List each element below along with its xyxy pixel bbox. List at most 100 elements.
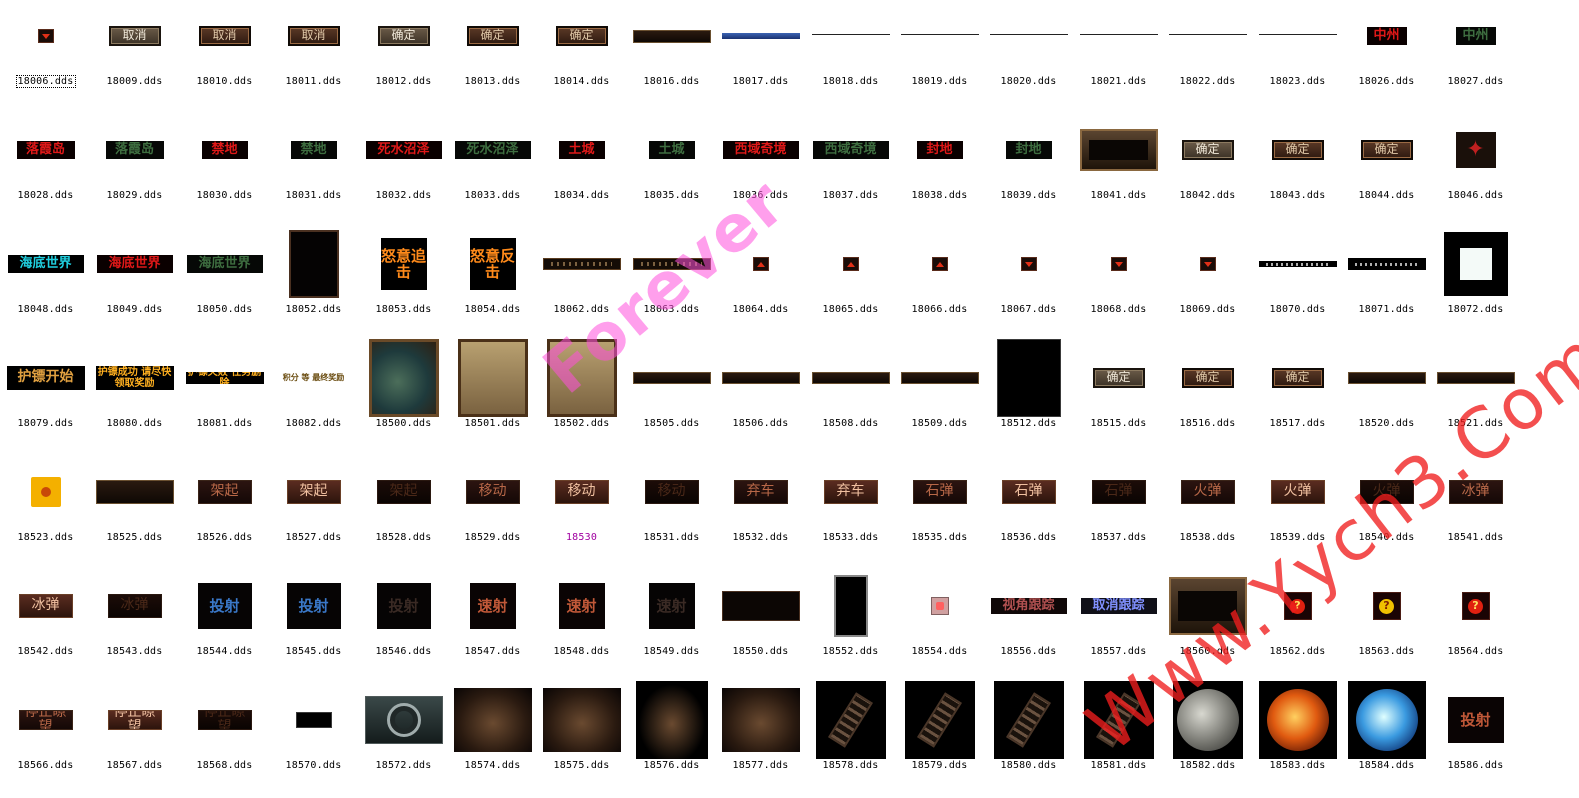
- file-item[interactable]: 18581.dds: [1074, 681, 1163, 798]
- file-item[interactable]: 确定 18013.dds: [448, 0, 537, 114]
- file-item[interactable]: 中州 18027.dds: [1431, 0, 1520, 114]
- file-item[interactable]: 18063.dds: [627, 228, 716, 342]
- file-item[interactable]: 18066.dds: [895, 228, 984, 342]
- file-item[interactable]: 18575.dds: [537, 684, 626, 798]
- file-item[interactable]: 18552.dds: [806, 570, 895, 684]
- file-item[interactable]: 速射 18549.dds: [627, 570, 716, 684]
- file-item[interactable]: 18067.dds: [984, 228, 1073, 342]
- file-item[interactable]: 确定 18042.dds: [1163, 114, 1252, 228]
- file-item[interactable]: 护镖成功 请尽快领取奖励 18080.dds: [90, 342, 179, 456]
- file-item[interactable]: 18022.dds: [1163, 0, 1252, 114]
- file-item[interactable]: 落霞岛 18029.dds: [90, 114, 179, 228]
- file-item[interactable]: 18584.dds: [1342, 681, 1431, 798]
- file-item[interactable]: 停止瞭望 18568.dds: [180, 684, 269, 798]
- file-item[interactable]: 停止瞭望 18567.dds: [90, 684, 179, 798]
- file-item[interactable]: 取消 18009.dds: [90, 0, 179, 114]
- file-item[interactable]: 18006.dds: [1, 0, 90, 114]
- file-item[interactable]: 18521.dds: [1431, 342, 1520, 456]
- file-item[interactable]: 海底世界 18048.dds: [1, 228, 90, 342]
- file-item[interactable]: 移动 18531.dds: [627, 456, 716, 570]
- file-item[interactable]: 18068.dds: [1074, 228, 1163, 342]
- file-item[interactable]: 18562.dds: [1253, 570, 1342, 684]
- file-item[interactable]: 18572.dds: [359, 684, 448, 798]
- file-item[interactable]: 火弹 18539.dds: [1253, 456, 1342, 570]
- file-item[interactable]: 冰弹 18543.dds: [90, 570, 179, 684]
- file-item[interactable]: 海底世界 18049.dds: [90, 228, 179, 342]
- file-item[interactable]: 18574.dds: [448, 684, 537, 798]
- file-item[interactable]: 西域奇境 18037.dds: [806, 114, 895, 228]
- file-item[interactable]: 18021.dds: [1074, 0, 1163, 114]
- file-item[interactable]: 18576.dds: [627, 681, 716, 798]
- file-item[interactable]: 投射 18586.dds: [1431, 684, 1520, 798]
- file-item[interactable]: 速射 18548.dds: [537, 570, 626, 684]
- file-item[interactable]: 架起 18526.dds: [180, 456, 269, 570]
- file-item[interactable]: 落霞岛 18028.dds: [1, 114, 90, 228]
- file-item[interactable]: 18509.dds: [895, 342, 984, 456]
- file-item[interactable]: 18065.dds: [806, 228, 895, 342]
- file-item[interactable]: 18069.dds: [1163, 228, 1252, 342]
- file-item[interactable]: 确定 18043.dds: [1253, 114, 1342, 228]
- file-item[interactable]: 18570.dds: [269, 684, 358, 798]
- file-item[interactable]: 18520.dds: [1342, 342, 1431, 456]
- file-item[interactable]: 架起 18528.dds: [359, 456, 448, 570]
- file-item[interactable]: 取消 18011.dds: [269, 0, 358, 114]
- file-item[interactable]: 海底世界 18050.dds: [180, 228, 269, 342]
- file-item[interactable]: 冰弹 18542.dds: [1, 570, 90, 684]
- file-item[interactable]: 火弹 18540.dds: [1342, 456, 1431, 570]
- file-item[interactable]: 禁地 18030.dds: [180, 114, 269, 228]
- file-item[interactable]: 确定 18516.dds: [1163, 342, 1252, 456]
- file-item[interactable]: 冰弹 18541.dds: [1431, 456, 1520, 570]
- file-item[interactable]: 确定 18014.dds: [537, 0, 626, 114]
- file-item[interactable]: 停止瞭望 18566.dds: [1, 684, 90, 798]
- file-item[interactable]: 18016.dds: [627, 0, 716, 114]
- file-item[interactable]: 18023.dds: [1253, 0, 1342, 114]
- file-item[interactable]: 土城 18034.dds: [537, 114, 626, 228]
- file-item[interactable]: 石弹 18537.dds: [1074, 456, 1163, 570]
- file-item[interactable]: 18070.dds: [1253, 228, 1342, 342]
- file-item[interactable]: 18560.dds: [1163, 570, 1252, 684]
- file-item[interactable]: 石弹 18535.dds: [895, 456, 984, 570]
- file-item[interactable]: 火弹 18538.dds: [1163, 456, 1252, 570]
- file-item[interactable]: 土城 18035.dds: [627, 114, 716, 228]
- file-item[interactable]: 18550.dds: [716, 570, 805, 684]
- file-item[interactable]: 18072.dds: [1431, 228, 1520, 342]
- file-item[interactable]: 西域奇境 18036.dds: [716, 114, 805, 228]
- file-item[interactable]: 护镖开始 18079.dds: [1, 342, 90, 456]
- file-item[interactable]: 视角跟踪 18556.dds: [984, 570, 1073, 684]
- file-item[interactable]: 18019.dds: [895, 0, 984, 114]
- file-item[interactable]: 18577.dds: [716, 684, 805, 798]
- file-item[interactable]: 18578.dds: [806, 681, 895, 798]
- file-item[interactable]: 中州 18026.dds: [1342, 0, 1431, 114]
- file-item[interactable]: 18579.dds: [895, 681, 984, 798]
- file-item[interactable]: 取消跟踪 18557.dds: [1074, 570, 1163, 684]
- file-item[interactable]: 18525.dds: [90, 456, 179, 570]
- file-item[interactable]: 石弹 18536.dds: [984, 456, 1073, 570]
- file-item[interactable]: 死水沼泽 18032.dds: [359, 114, 448, 228]
- file-item[interactable]: 18041.dds: [1074, 114, 1163, 228]
- file-item[interactable]: 投射 18545.dds: [269, 570, 358, 684]
- file-item[interactable]: 18505.dds: [627, 342, 716, 456]
- file-item[interactable]: 移动 18529.dds: [448, 456, 537, 570]
- file-item[interactable]: 护镖失败 任务删除 18081.dds: [180, 342, 269, 456]
- file-item[interactable]: 取消 18010.dds: [180, 0, 269, 114]
- file-item[interactable]: 移动 18530: [537, 456, 626, 570]
- file-item[interactable]: 确定 18515.dds: [1074, 342, 1163, 456]
- file-item[interactable]: 18554.dds: [895, 570, 984, 684]
- file-item[interactable]: 18017.dds: [716, 0, 805, 114]
- file-item[interactable]: 18064.dds: [716, 228, 805, 342]
- file-item[interactable]: 18018.dds: [806, 0, 895, 114]
- file-item[interactable]: 禁地 18031.dds: [269, 114, 358, 228]
- file-item[interactable]: 18564.dds: [1431, 570, 1520, 684]
- file-item[interactable]: 架起 18527.dds: [269, 456, 358, 570]
- file-item[interactable]: 封地 18039.dds: [984, 114, 1073, 228]
- file-item[interactable]: 怒意反击 18054.dds: [448, 228, 537, 342]
- file-item[interactable]: 确定 18044.dds: [1342, 114, 1431, 228]
- file-item[interactable]: 18582.dds: [1163, 681, 1252, 798]
- file-item[interactable]: 18583.dds: [1253, 681, 1342, 798]
- file-item[interactable]: 18046.dds: [1431, 114, 1520, 228]
- file-item[interactable]: 封地 18038.dds: [895, 114, 984, 228]
- file-item[interactable]: 18501.dds: [448, 339, 537, 456]
- file-item[interactable]: 18506.dds: [716, 342, 805, 456]
- file-item[interactable]: 18512.dds: [984, 339, 1073, 456]
- file-item[interactable]: 弃车 18533.dds: [806, 456, 895, 570]
